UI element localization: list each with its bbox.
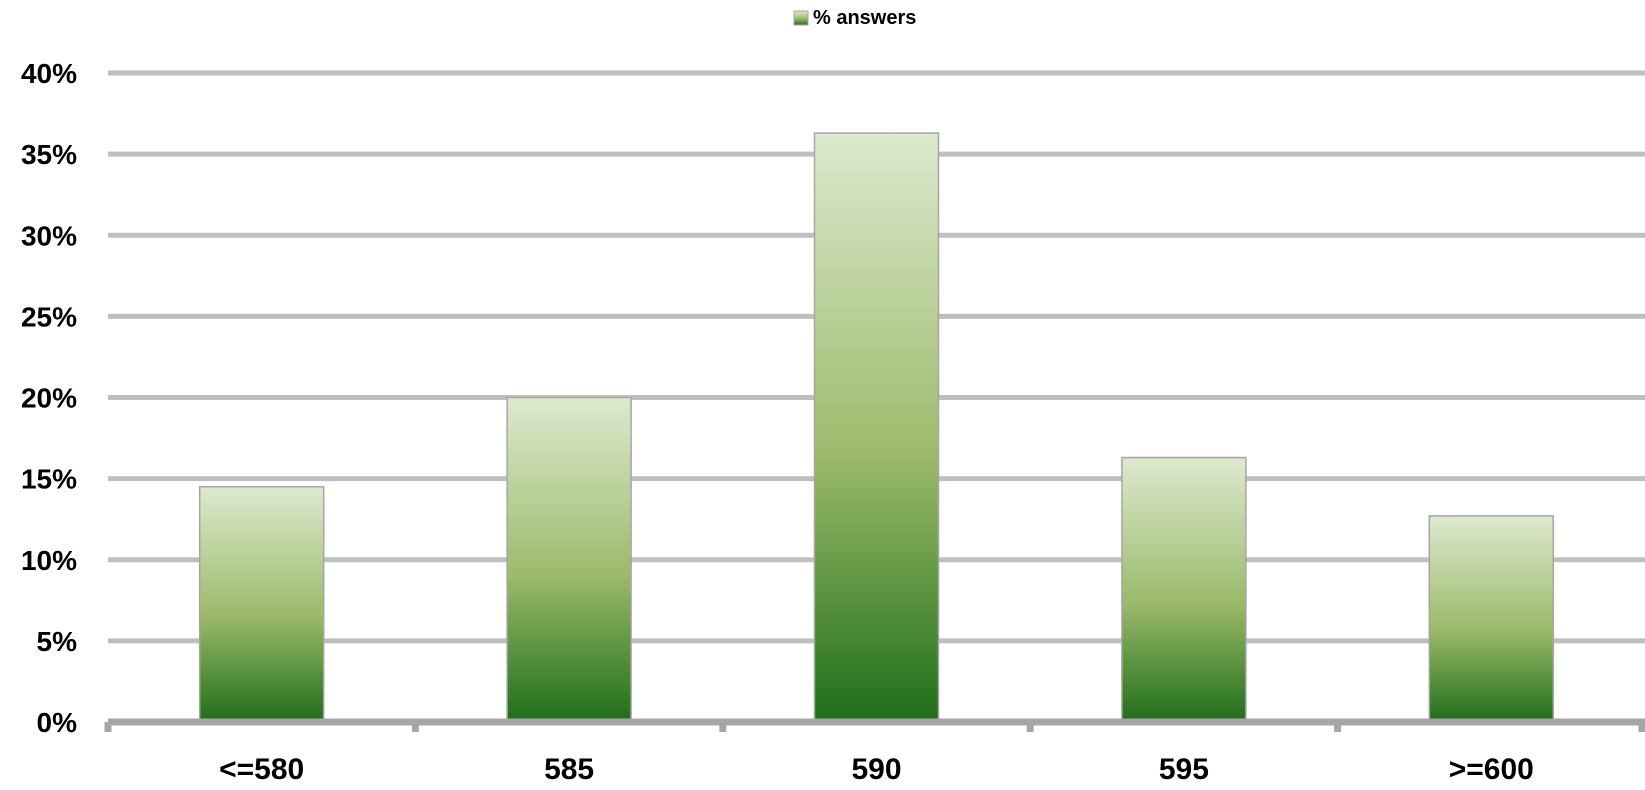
y-tick-label: 0% <box>37 707 78 738</box>
legend: % answers <box>793 7 916 29</box>
y-tick-label: 35% <box>21 139 77 170</box>
x-tick-label: 590 <box>851 753 901 785</box>
y-tick-label: 15% <box>21 464 77 495</box>
bar-2 <box>813 132 940 723</box>
legend-label: % answers <box>813 7 916 29</box>
bars <box>198 132 1555 723</box>
y-tick-label: 25% <box>21 301 77 332</box>
x-tick-label: <=580 <box>219 753 304 785</box>
bar-1 <box>506 396 632 723</box>
x-axis-tick-labels: <=580 585 590 595 >=600 <box>219 753 1534 786</box>
y-tick-label: 30% <box>21 220 77 251</box>
y-tick-label: 5% <box>37 626 78 657</box>
x-tick-label: 595 <box>1159 753 1209 785</box>
legend-swatch <box>793 10 809 26</box>
bar-4 <box>1428 515 1555 723</box>
bar-0 <box>198 485 325 723</box>
bar-3 <box>1121 456 1247 723</box>
y-axis-tick-labels: 0% 5% 10% 15% 20% 25% 30% 35% 40% <box>21 58 77 738</box>
y-tick-label: 10% <box>21 545 77 576</box>
x-tick-label: >=600 <box>1449 753 1534 785</box>
y-tick-label: 40% <box>21 58 77 89</box>
y-tick-label: 20% <box>21 383 77 414</box>
x-tick-label: 585 <box>544 753 594 785</box>
x-axis <box>104 718 1645 732</box>
